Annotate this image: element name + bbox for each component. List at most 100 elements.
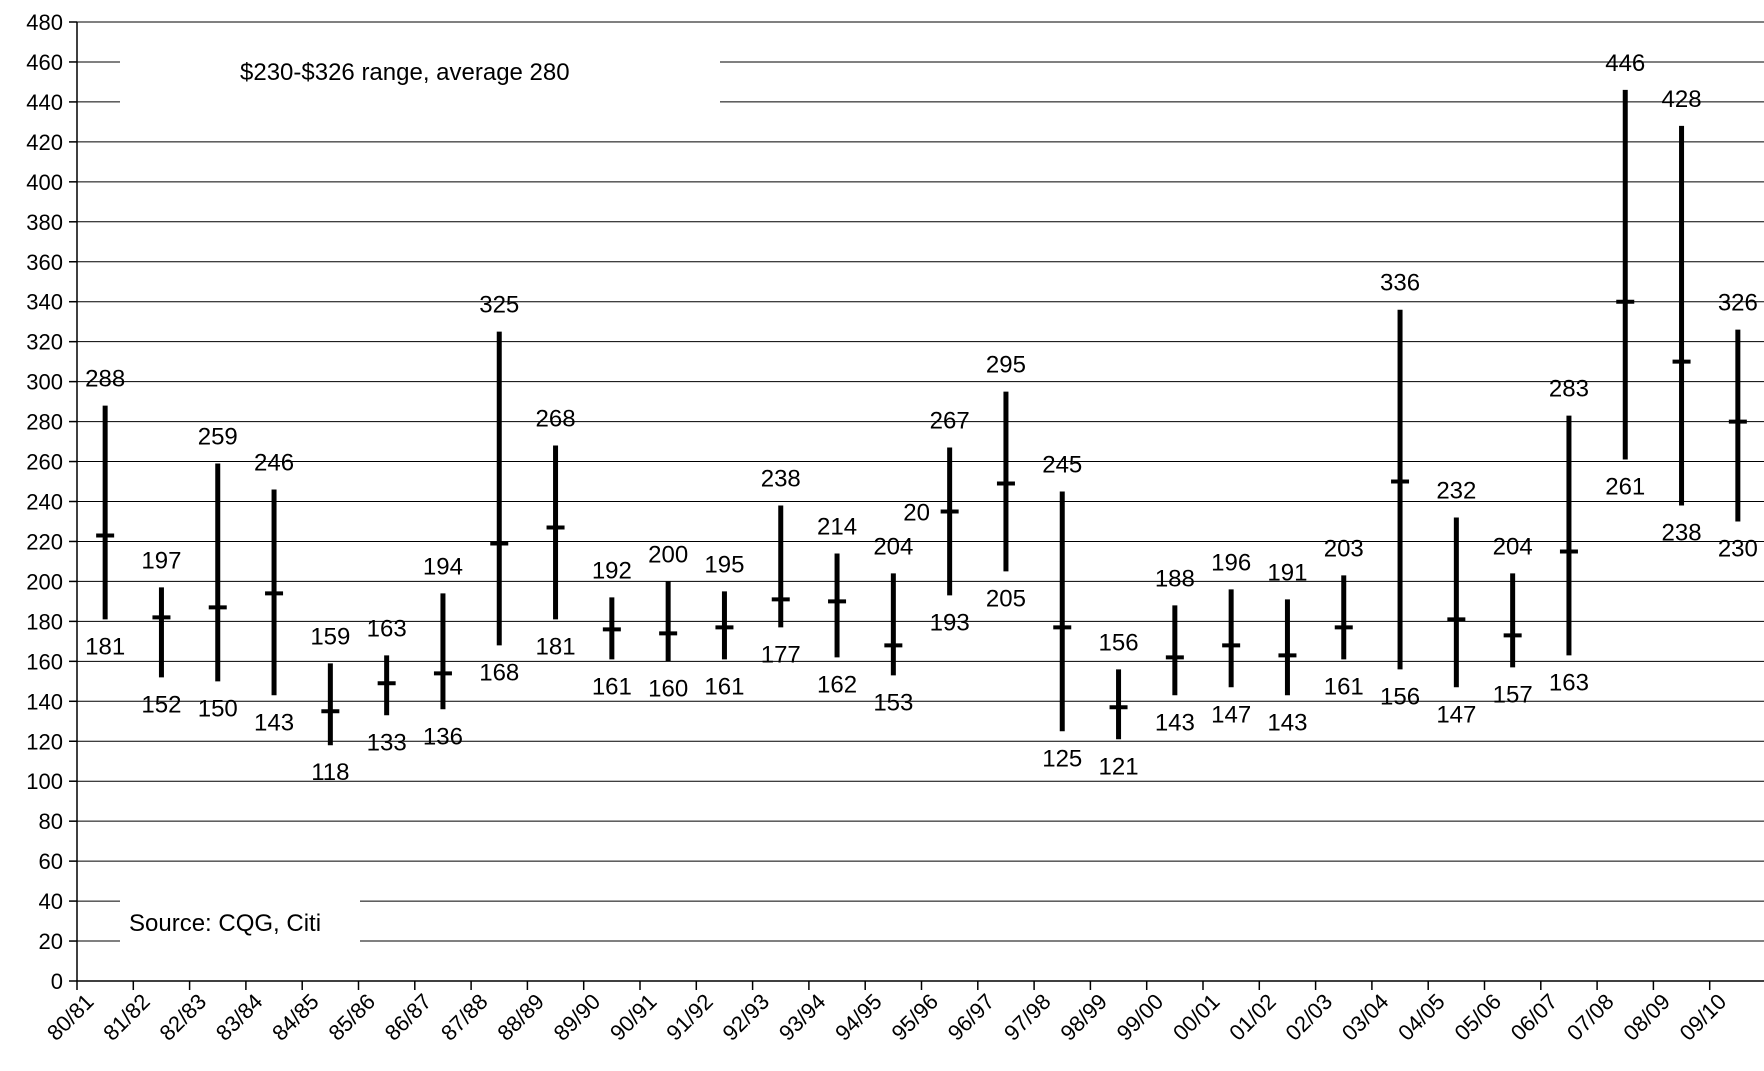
x-tick-label: 90/91 xyxy=(605,989,662,1046)
y-tick-label: 260 xyxy=(26,450,63,475)
source-note-background xyxy=(120,897,360,949)
x-tick-label: 85/86 xyxy=(323,989,380,1046)
y-tick-label: 160 xyxy=(26,649,63,674)
low-label: 147 xyxy=(1436,701,1476,728)
x-tick-label: 95/96 xyxy=(886,989,943,1046)
x-tick-label: 80/81 xyxy=(42,989,99,1046)
low-label: 156 xyxy=(1380,683,1420,710)
low-label: 150 xyxy=(198,695,238,722)
low-label: 157 xyxy=(1493,681,1533,708)
x-tick-label: 94/95 xyxy=(830,989,887,1046)
high-label: 336 xyxy=(1380,270,1420,297)
y-axis-ticks: 0 20 40 60 80 100 120 140 160 180 200 220 240 260 280 3… xyxy=(26,10,77,994)
low-label: 118 xyxy=(311,759,349,786)
low-label: 168 xyxy=(479,659,519,686)
data-labels: 288 181 197 152 259 150 246 143 159 118 163 133 194 1… xyxy=(85,50,1758,786)
x-tick-label: 87/88 xyxy=(436,989,493,1046)
x-tick-label: 81/82 xyxy=(98,989,155,1046)
y-tick-label: 140 xyxy=(26,689,63,714)
low-label: 147 xyxy=(1211,701,1251,728)
y-tick-label: 60 xyxy=(39,849,63,874)
high-label: 295 xyxy=(986,352,1026,379)
x-tick-label: 88/89 xyxy=(492,989,549,1046)
x-tick-label: 09/10 xyxy=(1675,989,1732,1046)
high-label: 267 xyxy=(930,408,970,435)
low-label: 177 xyxy=(761,641,801,668)
high-label: 246 xyxy=(254,450,294,477)
high-label: 197 xyxy=(141,547,181,574)
low-label: 143 xyxy=(1267,709,1307,736)
extra-label: 20 xyxy=(903,499,930,526)
source-note: Source: CQG, Citi xyxy=(129,910,321,937)
y-tick-label: 460 xyxy=(26,50,63,75)
high-label: 446 xyxy=(1605,50,1645,77)
y-tick-label: 400 xyxy=(26,170,63,195)
low-label: 121 xyxy=(1099,753,1139,780)
low-label: 181 xyxy=(85,633,125,660)
low-label: 161 xyxy=(704,673,744,700)
high-label: 268 xyxy=(536,406,576,433)
y-tick-label: 180 xyxy=(26,609,63,634)
high-label: 196 xyxy=(1211,549,1251,576)
x-tick-label: 89/90 xyxy=(549,989,606,1046)
y-tick-label: 440 xyxy=(26,90,63,115)
low-label: 161 xyxy=(592,673,632,700)
high-label: 288 xyxy=(85,366,125,393)
high-label: 214 xyxy=(817,513,857,540)
x-tick-label: 05/06 xyxy=(1449,989,1506,1046)
y-tick-label: 100 xyxy=(26,769,63,794)
x-tick-label: 98/99 xyxy=(1055,989,1112,1046)
gridlines xyxy=(77,21,1764,942)
high-label: 163 xyxy=(367,615,407,642)
high-label: 159 xyxy=(310,623,350,650)
y-tick-label: 20 xyxy=(39,929,63,954)
low-label: 163 xyxy=(1549,669,1589,696)
x-tick-label: 00/01 xyxy=(1168,989,1225,1046)
x-tick-label: 91/92 xyxy=(661,989,718,1046)
x-tick-label: 03/04 xyxy=(1337,989,1394,1046)
high-label: 204 xyxy=(1493,533,1533,560)
high-label: 428 xyxy=(1662,86,1702,113)
y-tick-label: 0 xyxy=(51,969,63,994)
x-tick-label: 97/98 xyxy=(999,989,1056,1046)
y-tick-label: 240 xyxy=(26,490,63,515)
low-label: 143 xyxy=(254,709,294,736)
y-tick-label: 380 xyxy=(26,210,63,235)
x-tick-label: 86/87 xyxy=(380,989,437,1046)
x-tick-label: 84/85 xyxy=(267,989,324,1046)
y-tick-label: 120 xyxy=(26,729,63,754)
y-tick-label: 40 xyxy=(39,889,63,914)
low-label: 205 xyxy=(986,585,1026,612)
low-label: 153 xyxy=(873,689,913,716)
x-axis-ticks: 80/81 81/82 82/83 83/84 84/85 85/86 86/87 87/88… xyxy=(42,981,1731,1045)
low-label: 133 xyxy=(367,729,407,756)
low-label: 238 xyxy=(1662,519,1702,546)
high-label: 238 xyxy=(761,465,801,492)
high-label: 203 xyxy=(1324,535,1364,562)
y-tick-label: 200 xyxy=(26,569,63,594)
high-label: 188 xyxy=(1155,565,1195,592)
y-tick-label: 420 xyxy=(26,130,63,155)
high-label: 283 xyxy=(1549,376,1589,403)
y-tick-label: 340 xyxy=(26,290,63,315)
low-label: 152 xyxy=(141,691,181,718)
range-bars xyxy=(96,89,1747,746)
high-label: 232 xyxy=(1436,477,1476,504)
y-tick-label: 320 xyxy=(26,330,63,355)
high-label: 195 xyxy=(704,551,744,578)
low-label: 193 xyxy=(930,609,970,636)
high-label: 200 xyxy=(648,541,688,568)
high-label: 194 xyxy=(423,553,463,580)
low-label: 136 xyxy=(423,723,463,750)
y-tick-label: 80 xyxy=(39,809,63,834)
high-label: 192 xyxy=(592,557,632,584)
range-note-background xyxy=(120,40,720,108)
low-label: 230 xyxy=(1718,535,1758,562)
low-label: 162 xyxy=(817,671,857,698)
high-label: 259 xyxy=(198,424,238,451)
low-label: 161 xyxy=(1324,673,1364,700)
x-tick-label: 83/84 xyxy=(211,989,268,1046)
x-tick-label: 06/07 xyxy=(1506,989,1563,1046)
high-label: 325 xyxy=(479,292,519,319)
